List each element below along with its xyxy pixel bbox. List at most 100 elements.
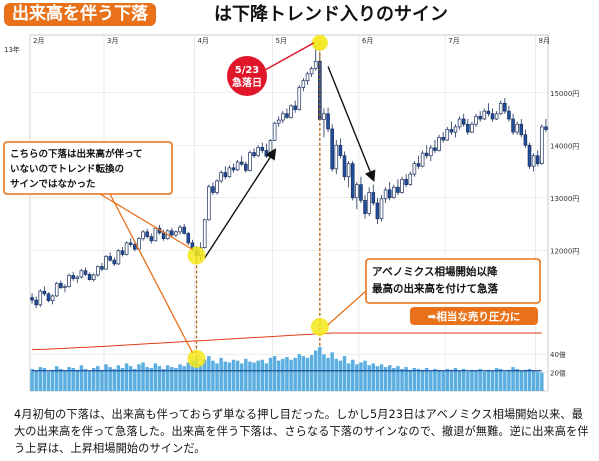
volume-bar (174, 368, 178, 391)
annotations: 5/23急落日こちらの下落は出来高が伴っていないのでトレンド転換のサインではなか… (3, 42, 541, 354)
candle-up (334, 144, 339, 170)
volume-bar (137, 364, 141, 391)
candle-up (54, 282, 59, 297)
candle-down (120, 250, 125, 255)
volume-bar (424, 368, 429, 391)
volume-bar (293, 357, 297, 391)
candle-down (527, 144, 532, 167)
volume-bar (34, 370, 38, 391)
candle-up (470, 123, 474, 133)
volume-bar (54, 366, 59, 391)
volume-bar (297, 354, 302, 391)
candle-up (91, 274, 96, 281)
volume-bar (433, 368, 437, 391)
volume-bar (157, 366, 162, 391)
volume-bar (149, 368, 154, 391)
candle-up (540, 126, 544, 164)
candle-up (215, 180, 219, 193)
left-note-box (3, 141, 173, 195)
candle-down (182, 226, 186, 234)
volume-bar (50, 369, 55, 391)
volume-bar (231, 359, 236, 391)
crash-badge (227, 56, 267, 96)
candle-up (498, 102, 503, 115)
candle-up (531, 155, 536, 167)
volume-bar (42, 368, 47, 391)
candle-down (486, 110, 491, 115)
caption: 4月初旬の下落は、出来高も伴っておらず単なる押し目だった。しかし5月23日はアベ… (14, 408, 589, 455)
candle-down (293, 105, 297, 110)
volume-bar (276, 360, 281, 391)
volume-bar (268, 357, 273, 391)
volume-bar (359, 362, 363, 391)
volume-axis-labels: 20億 40億 (550, 350, 566, 377)
volume-bar (30, 368, 34, 391)
candle-down (161, 232, 166, 240)
candle-down (186, 233, 191, 244)
candle-up (346, 163, 351, 178)
candle-down (396, 186, 400, 193)
month-label: 2月 (33, 37, 44, 45)
volume-bar (223, 361, 228, 391)
volume-tick-label: 40億 (550, 350, 566, 359)
volume-bar (285, 356, 289, 391)
candle-up (309, 68, 314, 75)
volume-bars (30, 346, 544, 391)
volume-bar (494, 368, 499, 391)
candle-up (289, 105, 293, 118)
volume-bar (272, 356, 277, 391)
candle-down (223, 172, 228, 178)
volume-bar (503, 371, 507, 391)
volume-bar (535, 371, 540, 391)
crash-badge-text: 5/23 (235, 65, 260, 76)
pressure-tag (410, 307, 538, 325)
volume-bar (182, 366, 186, 391)
volume-bar (350, 359, 355, 391)
right-note-text: アベノミクス相場開始以降 (372, 265, 498, 278)
volume-bar (79, 365, 84, 391)
volume-bar (83, 368, 88, 391)
candle-down (359, 184, 363, 201)
year-label: 13年 (4, 45, 20, 54)
candle-down (145, 231, 149, 237)
highlight-circle (311, 34, 328, 51)
volume-bar (248, 361, 252, 391)
plot-frame (29, 34, 549, 392)
title-tag: 出来高を伴う下落 (4, 3, 156, 26)
trend-arrow-down (327, 66, 376, 182)
candle-up (322, 113, 326, 120)
candle-down (441, 137, 445, 141)
candle-up (276, 119, 281, 124)
candle-up (482, 110, 487, 120)
volume-bar (124, 363, 129, 391)
candle-up (256, 146, 260, 157)
candle-up (38, 290, 43, 306)
volume-bar (264, 363, 269, 391)
volume-bar (338, 360, 343, 391)
volume-bar (429, 370, 433, 391)
candle-up (104, 256, 108, 270)
volume-bar (531, 370, 536, 391)
volume-bar (511, 367, 515, 391)
candle-down (544, 126, 548, 130)
volume-bar (318, 346, 322, 391)
candle-down (244, 163, 248, 171)
crash-badge-pointer (264, 42, 315, 71)
right-note-pointer (327, 290, 367, 326)
candle-down (326, 113, 330, 130)
volume-bar (334, 358, 339, 391)
volume-bar (457, 370, 462, 391)
candle-down (211, 186, 215, 193)
volume-bar (523, 369, 528, 391)
volume-bar (437, 369, 441, 391)
candle-down (128, 242, 133, 245)
pressure-tag-text: ➡相当な売り圧力に (428, 310, 521, 323)
candle-up (50, 295, 55, 301)
volume-bar (363, 360, 367, 391)
volume-bar (305, 357, 310, 391)
candle-down (264, 150, 269, 157)
candle-down (371, 192, 376, 204)
volume-bar (116, 365, 121, 391)
candle-down (535, 155, 540, 164)
candle-up (367, 192, 371, 214)
